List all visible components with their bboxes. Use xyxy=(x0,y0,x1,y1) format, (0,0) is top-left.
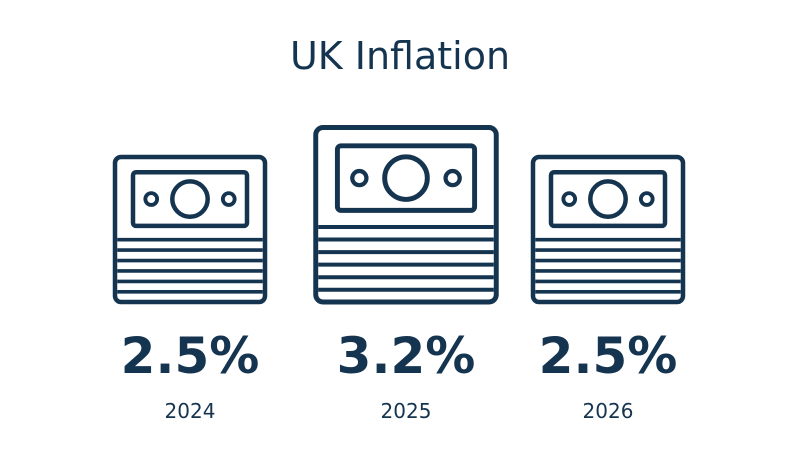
banknote-left-dot xyxy=(561,191,578,207)
banknote-stack-icon xyxy=(530,154,686,305)
x-tick-label: 2026 xyxy=(583,399,634,423)
banknote-center-circle xyxy=(382,154,430,202)
banknote-stack-icon xyxy=(112,154,268,305)
banknote xyxy=(130,169,250,229)
banknote xyxy=(548,169,668,229)
chart-marks: 2.5% 2024 3.2% 2025 2.5% 2026 xyxy=(112,125,686,423)
banknote-right-dot xyxy=(443,168,462,188)
banknote-center-circle xyxy=(588,179,628,220)
banknote-stack-icon xyxy=(313,125,499,305)
banknote-center-circle xyxy=(170,179,210,220)
banknote-right-dot xyxy=(638,191,655,207)
data-label: 2.5% xyxy=(539,327,678,385)
banknote xyxy=(334,143,478,213)
bar-2026 xyxy=(530,154,686,305)
banknote-left-dot xyxy=(350,168,369,188)
banknote-right-dot xyxy=(220,191,237,207)
chart-title: UK Inflation xyxy=(290,34,510,78)
x-tick-label: 2024 xyxy=(165,399,216,423)
x-tick-label: 2025 xyxy=(381,399,432,423)
data-label: 3.2% xyxy=(337,327,476,385)
banknote-left-dot xyxy=(143,191,160,207)
bar-2025 xyxy=(313,125,499,305)
bar-2024 xyxy=(112,154,268,305)
data-label: 2.5% xyxy=(121,327,260,385)
